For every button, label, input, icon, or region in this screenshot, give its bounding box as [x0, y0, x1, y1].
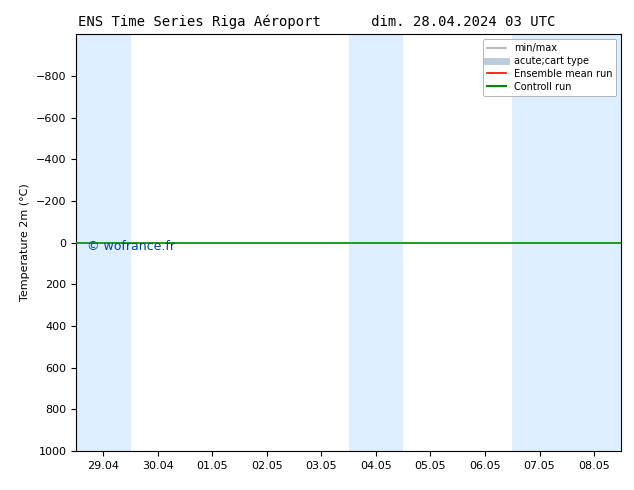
- Y-axis label: Temperature 2m (°C): Temperature 2m (°C): [20, 184, 30, 301]
- Bar: [349, 34, 403, 451]
- Bar: [103, 34, 131, 451]
- Text: © wofrance.fr: © wofrance.fr: [87, 241, 175, 253]
- Text: ENS Time Series Riga Aéroport      dim. 28.04.2024 03 UTC: ENS Time Series Riga Aéroport dim. 28.04…: [79, 15, 555, 29]
- Bar: [567, 34, 621, 451]
- Bar: [76, 34, 103, 451]
- Bar: [512, 34, 567, 451]
- Legend: min/max, acute;cart type, Ensemble mean run, Controll run: min/max, acute;cart type, Ensemble mean …: [483, 39, 616, 96]
